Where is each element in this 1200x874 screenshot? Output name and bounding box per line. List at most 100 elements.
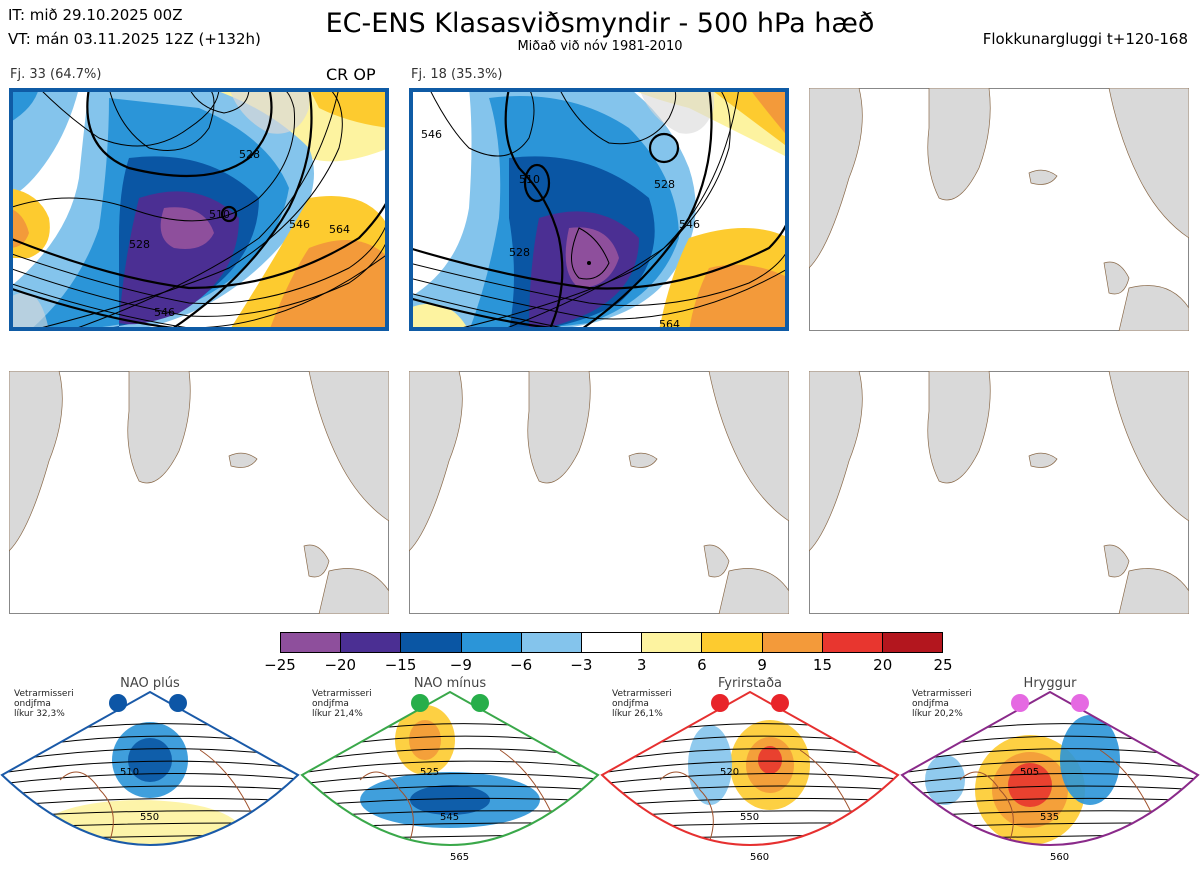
regime-marker-dot (1011, 694, 1029, 712)
regime-note-line: ondjfma (912, 699, 949, 709)
height-contour (602, 760, 898, 774)
contour-label: 546 (679, 218, 700, 231)
cluster-2-label: Fj. 18 (35.3%) (411, 67, 503, 82)
height-contour (902, 797, 1198, 807)
colorbar-swatch (461, 633, 522, 652)
colorbar-tick-label: 25 (933, 656, 953, 674)
regime-marker-dot (109, 694, 127, 712)
cluster-1-tag: CR OP (326, 65, 376, 84)
cluster-2-map: 510 528 546 528 564 546 (409, 88, 789, 331)
height-contour (302, 773, 598, 785)
regime-frame (900, 690, 1200, 846)
regime-panel: 505 535 560 Hryggur Vetrarmisseri ondjfma líku… (900, 670, 1200, 870)
contour-label: 560 (1050, 852, 1069, 863)
regime-title: NAO plús (120, 676, 180, 691)
contour-label: 510 (519, 173, 540, 186)
regime-frame (600, 690, 900, 846)
regime-frame (0, 690, 300, 846)
colorbar-swatch (401, 633, 462, 652)
regime-title: Fyrirstaða (717, 676, 783, 691)
coastline (959, 749, 1153, 845)
regime-marker-dot (411, 694, 429, 712)
regime-note-line: líkur 26,1% (612, 709, 663, 719)
anomaly-colorbar (280, 632, 943, 653)
contour-label: 505 (1020, 767, 1039, 778)
colorbar-tick-label: 15 (812, 656, 832, 674)
colorbar-swatch (521, 633, 582, 652)
regime-note: Vetrarmisseri ondjfma líkur 20,2% (912, 689, 972, 719)
height-contour (2, 760, 298, 774)
height-contour (302, 760, 598, 774)
colorbar-tick-label: 9 (757, 656, 767, 674)
colorbar-tick-label: −25 (264, 656, 296, 674)
contour-label: 545 (440, 812, 459, 823)
regime-note: Vetrarmisseri ondjfma líkur 32,3% (14, 689, 74, 719)
contour-label: 565 (450, 852, 469, 863)
colorbar-swatch (882, 633, 943, 652)
coastline (59, 749, 253, 845)
contour-label: 550 (740, 812, 759, 823)
colorbar-tick-label: 20 (873, 656, 893, 674)
contour-label: 564 (329, 223, 350, 236)
contour-label: 528 (239, 148, 260, 161)
height-contour (602, 773, 898, 785)
regime-note-line: ondjfma (312, 699, 349, 709)
regime-note-line: líkur 20,2% (912, 709, 963, 719)
height-contour (602, 785, 898, 796)
coastline (359, 749, 553, 845)
contour-label: 510 (120, 767, 139, 778)
anomaly-blob (40, 800, 240, 845)
regime-marker-dot (1071, 694, 1089, 712)
colorbar-swatch (642, 633, 703, 652)
colorbar-tick-label: −20 (324, 656, 357, 674)
regime-marker-dot (711, 694, 729, 712)
colorbar-swatch (702, 633, 763, 652)
contour-label: 546 (154, 306, 175, 319)
regime-note-line: líkur 21,4% (312, 709, 363, 719)
regime-note: Vetrarmisseri ondjfma líkur 26,1% (612, 689, 672, 719)
regime-frame (300, 690, 600, 846)
empty-cluster-map-5 (409, 371, 789, 614)
climatology-subtitle: Miðað við nóv 1981-2010 (517, 39, 683, 54)
colorbar-tick-label: 3 (636, 656, 647, 674)
colorbar-tick-label: −15 (384, 656, 417, 674)
height-contour (902, 773, 1198, 785)
regime-note-line: Vetrarmisseri (912, 689, 972, 699)
regime-note-line: ondjfma (14, 699, 51, 709)
height-contour (302, 797, 598, 807)
empty-cluster-map-4 (9, 371, 389, 614)
empty-cluster-map-3 (809, 88, 1189, 331)
contour-label: 535 (1040, 812, 1059, 823)
regime-note-line: líkur 32,3% (14, 709, 65, 719)
regime-marker-dot (471, 694, 489, 712)
selected-cluster-frame (9, 88, 389, 331)
anomaly-blob (410, 785, 490, 815)
regime-note: Vetrarmisseri ondjfma líkur 21,4% (312, 689, 372, 719)
regime-note-line: Vetrarmisseri (312, 689, 372, 699)
colorbar-swatch (281, 633, 342, 652)
contour-label: 520 (720, 767, 739, 778)
anomaly-blob (688, 725, 732, 805)
regime-note-line: ondjfma (612, 699, 649, 709)
regime-panel: 520 550 560 Fyrirstaða Vetrarmisseri ondjfma l… (600, 670, 900, 870)
regime-panel: 525 545 565 NAO mínus Vetrarmisseri ondjfma lí… (300, 670, 600, 870)
anomaly-blob (758, 746, 782, 774)
init-time: IT: mið 29.10.2025 00Z (8, 6, 183, 24)
regime-marker-dot (771, 694, 789, 712)
height-contour (2, 773, 298, 785)
anomaly-blob (409, 720, 441, 760)
height-contour (2, 797, 298, 807)
colorbar-swatch (581, 633, 643, 652)
cluster-1-map: 510 528 546 564 546 528 (9, 88, 389, 331)
regime-panel: 510 550 NAO plús Vetrarmisseri ondjfma líkur … (0, 670, 300, 870)
valid-time: VT: mán 03.11.2025 12Z (+132h) (8, 30, 261, 48)
contour-label: 550 (140, 812, 159, 823)
contour-label: 528 (509, 246, 530, 259)
classification-window: Flokkunargluggi t+120-168 (982, 30, 1188, 48)
height-contour (902, 785, 1198, 796)
anomaly-blob (1060, 715, 1120, 805)
empty-cluster-map-6 (809, 371, 1189, 614)
contour-label: 546 (421, 128, 442, 141)
selected-cluster-frame (409, 88, 789, 331)
page-title: EC-ENS Klasasviðsmyndir - 500 hPa hæð (325, 8, 875, 39)
